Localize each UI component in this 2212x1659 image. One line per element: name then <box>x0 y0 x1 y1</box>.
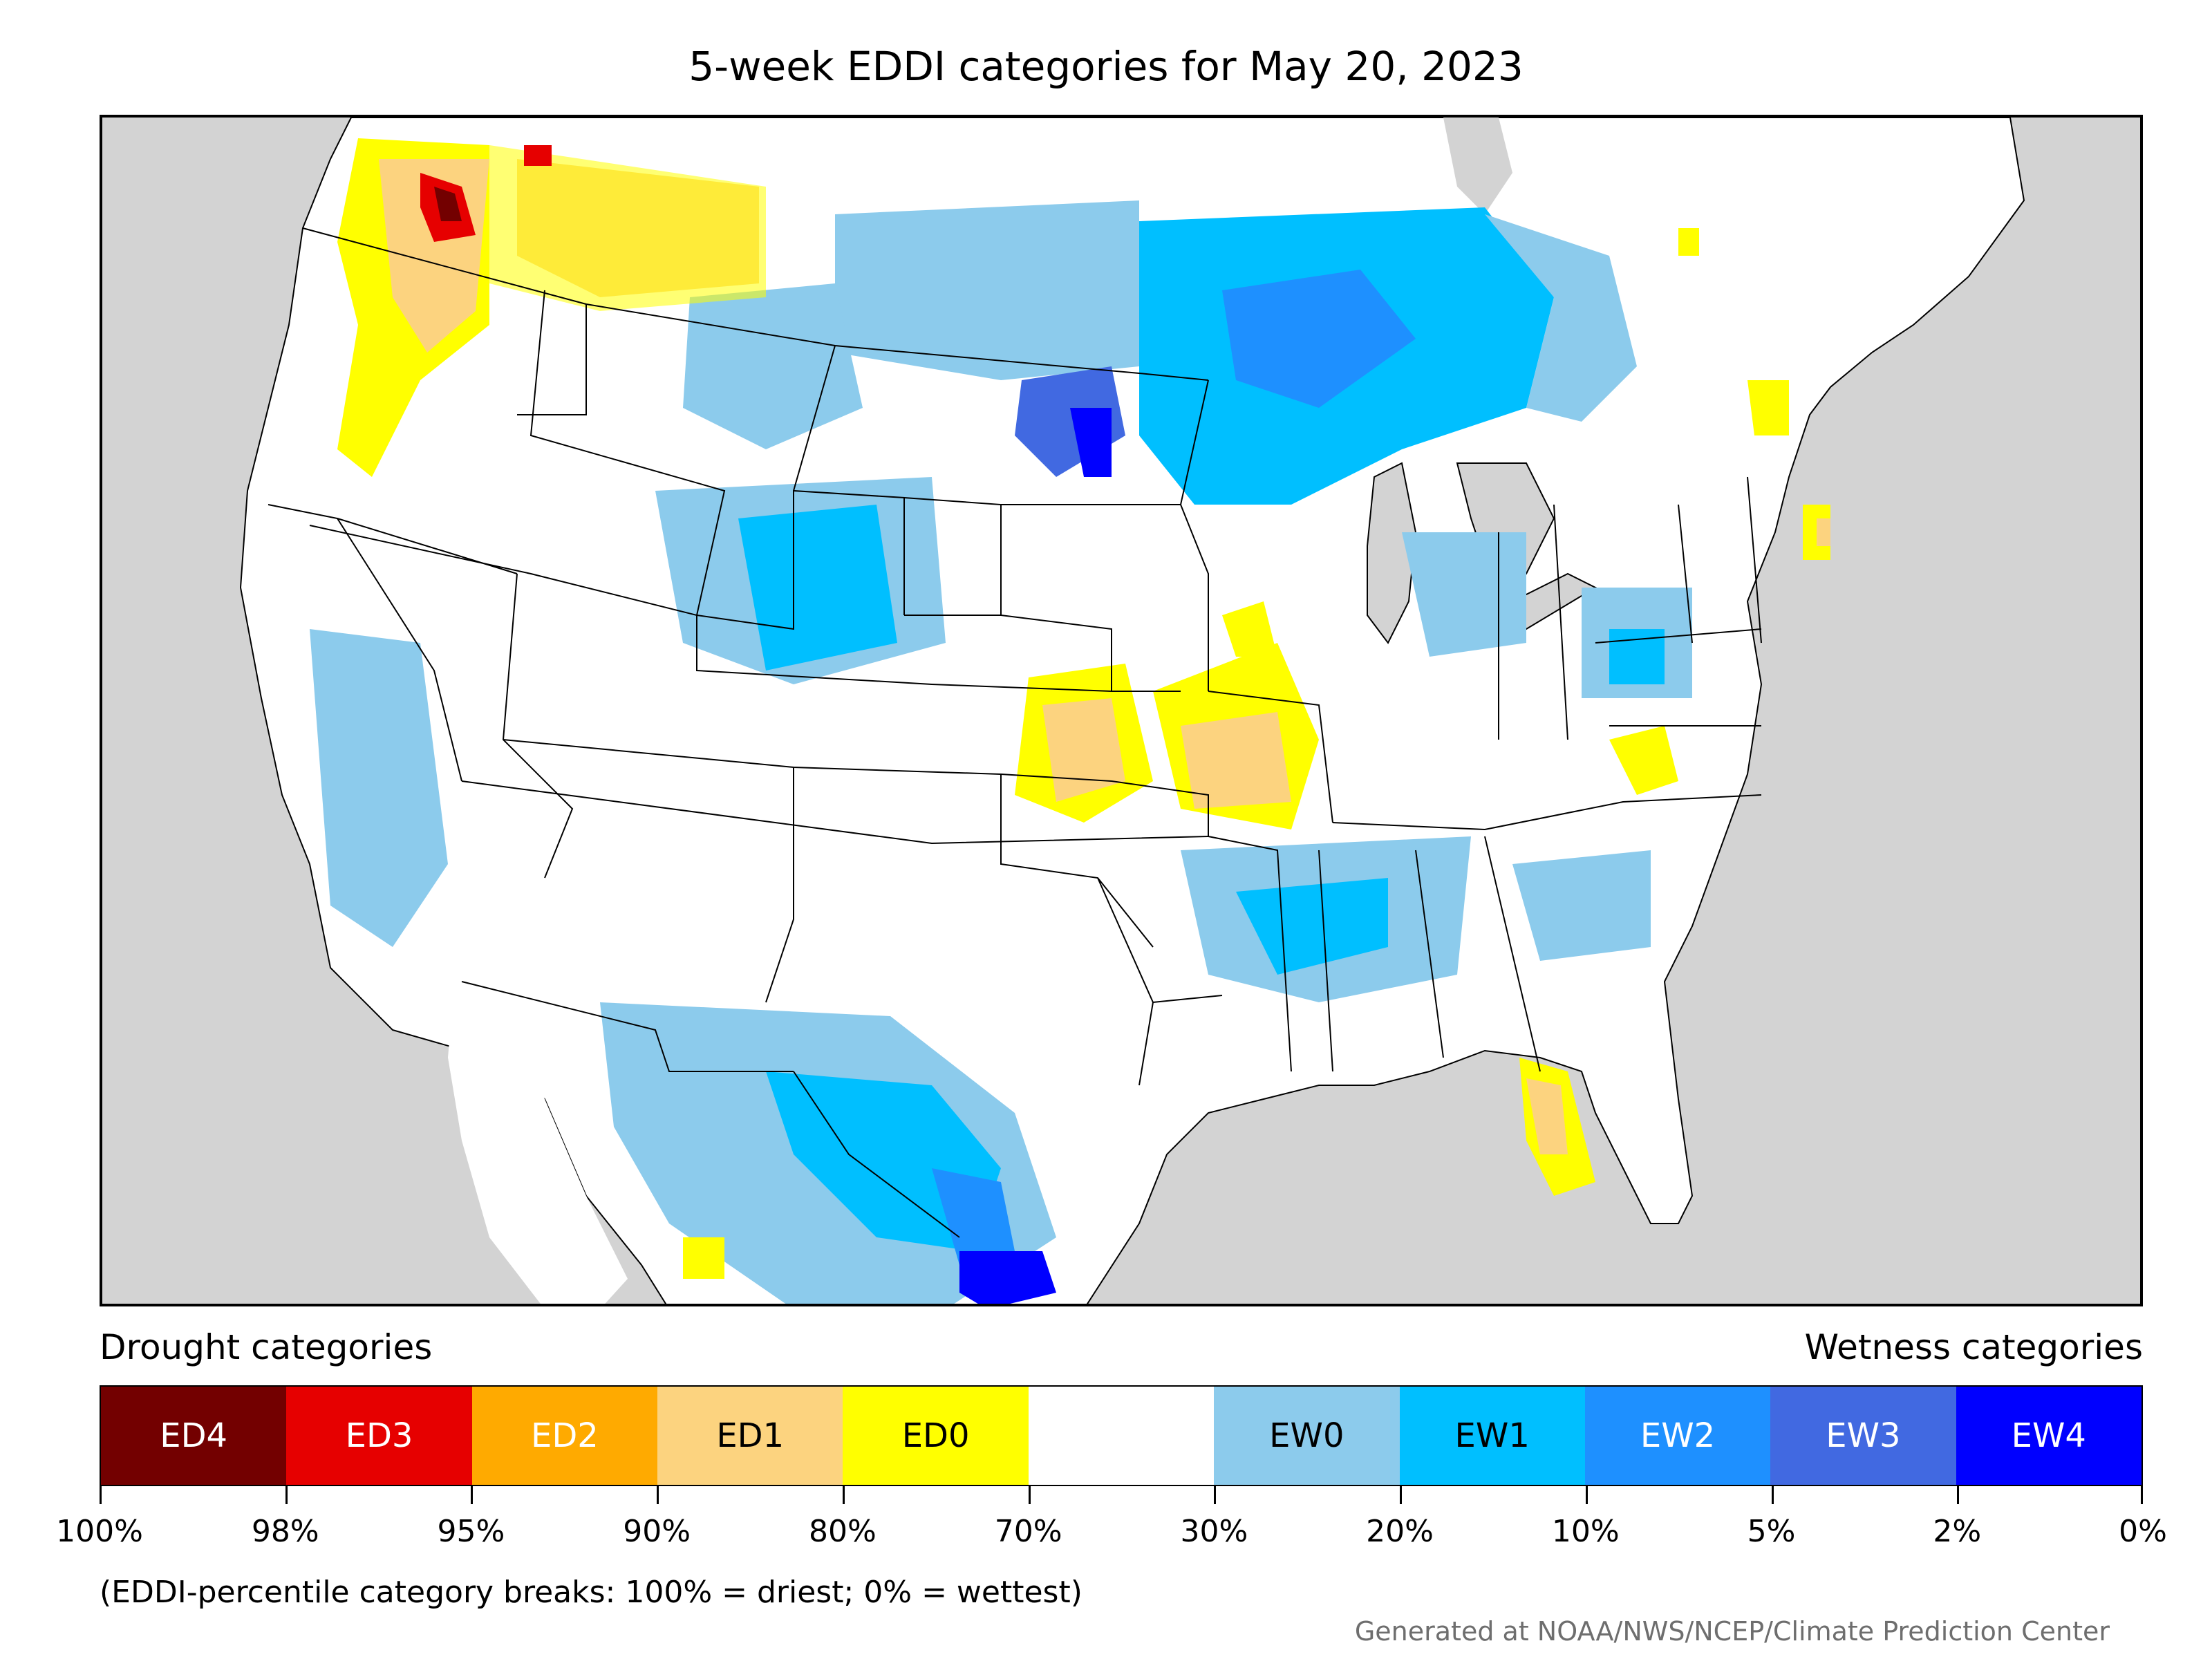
colorbar-tick <box>657 1486 659 1504</box>
colorbar-tick-label: 0% <box>2119 1514 2167 1549</box>
noaa-credit: Generated at NOAA/NWS/NCEP/Climate Predi… <box>1354 1616 2110 1647</box>
lake-michigan <box>1367 462 1417 644</box>
colorbar-cell-ew1: EW1 <box>1399 1387 1585 1485</box>
colorbar-tick-label: 30% <box>1180 1514 1248 1549</box>
colorbar-tick-label: 10% <box>1551 1514 1620 1549</box>
state-borders <box>268 227 1762 1238</box>
colorbar-tick <box>285 1486 288 1504</box>
colorbar-cell-ed2: ED2 <box>471 1387 658 1485</box>
colorbar-tick <box>100 1486 102 1504</box>
us-map-svg <box>239 118 2025 1304</box>
colorbar-tick-label: 80% <box>809 1514 877 1549</box>
drought-categories-heading: Drought categories <box>100 1327 433 1367</box>
colorbar-cell-neutral <box>1028 1387 1215 1485</box>
baja-peninsula <box>448 975 628 1304</box>
colorbar-tick <box>1585 1486 1588 1504</box>
colorbar-cell-ed3: ED3 <box>286 1387 472 1485</box>
hudson-bay-area <box>1443 118 1512 214</box>
map-title: 5-week EDDI categories for May 20, 2023 <box>688 43 1524 90</box>
drought-patches <box>337 138 1830 1279</box>
colorbar-tick <box>1214 1486 1217 1504</box>
colorbar-cell-ed0: ED0 <box>843 1387 1029 1485</box>
colorbar-cell-ew4: EW4 <box>1956 1387 2141 1485</box>
colorbar-cell-ew3: EW3 <box>1770 1387 1956 1485</box>
category-breaks-note: (EDDI-percentile category breaks: 100% =… <box>100 1575 1082 1610</box>
wetness-categories-heading: Wetness categories <box>1804 1327 2143 1367</box>
colorbar-tick-label: 98% <box>251 1514 319 1549</box>
colorbar-cell-ed1: ED1 <box>657 1387 843 1485</box>
colorbar-tick-label: 90% <box>623 1514 691 1549</box>
category-colorbar: ED4 ED3 ED2 ED1 ED0 EW0 EW1 EW2 EW3 EW4 <box>100 1385 2143 1486</box>
colorbar-tick-label: 5% <box>1747 1514 1796 1549</box>
colorbar-cell-ed4: ED4 <box>101 1387 287 1485</box>
colorbar-tick <box>471 1486 474 1504</box>
colorbar-tick <box>1957 1486 1960 1504</box>
colorbar-tick <box>1028 1486 1031 1504</box>
colorbar-tick <box>1400 1486 1403 1504</box>
wetness-patches <box>310 200 1692 1304</box>
colorbar-tick <box>842 1486 845 1504</box>
colorbar-cell-ew2: EW2 <box>1584 1387 1771 1485</box>
colorbar-cell-ew0: EW0 <box>1214 1387 1400 1485</box>
colorbar-tick-label: 95% <box>437 1514 505 1549</box>
colorbar-tick-label: 70% <box>994 1514 1062 1549</box>
colorbar-tick <box>1771 1486 1774 1504</box>
colorbar-ticks <box>100 1486 2143 1507</box>
colorbar-tick-label: 20% <box>1366 1514 1434 1549</box>
colorbar-tick-label: 100% <box>56 1514 143 1549</box>
colorbar-tick <box>2141 1486 2143 1504</box>
colorbar-tick-label: 2% <box>1933 1514 1982 1549</box>
eddi-map <box>100 115 2143 1306</box>
